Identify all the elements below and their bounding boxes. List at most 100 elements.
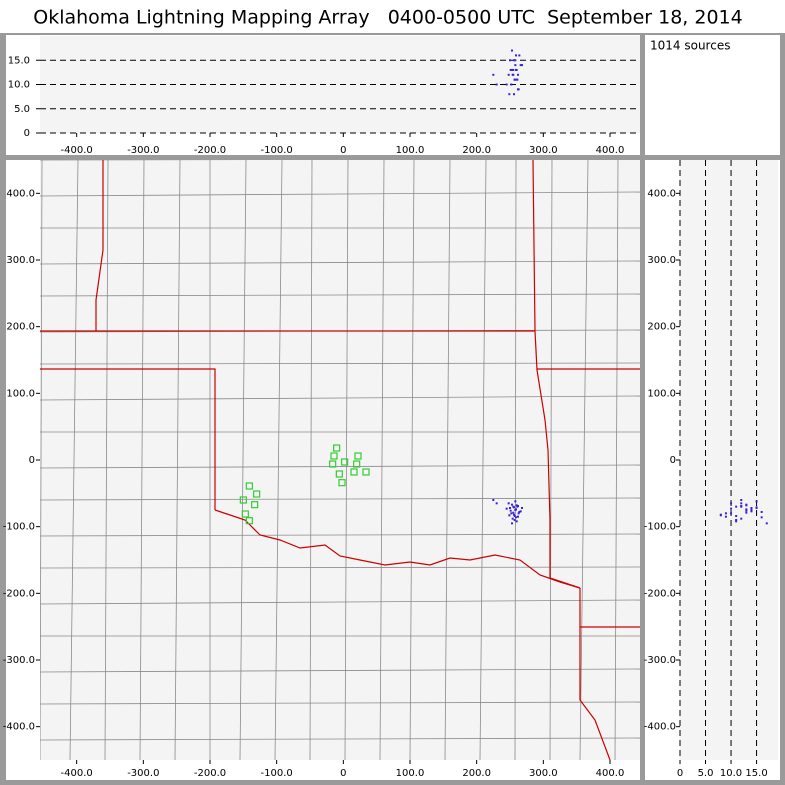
- station-marker: [253, 490, 261, 498]
- x-tick-label: -400.0: [61, 768, 93, 779]
- lightning-source: [513, 59, 515, 62]
- lightning-source: [519, 510, 522, 513]
- x-tick-label: 0: [340, 145, 346, 156]
- lightning-source: [513, 93, 515, 96]
- lightning-source: [509, 509, 512, 512]
- lightning-source: [745, 509, 748, 512]
- y-tick-label: 200.0: [6, 322, 35, 333]
- lightning-source: [724, 515, 727, 518]
- info-box: [645, 35, 780, 155]
- county-line: [40, 362, 640, 365]
- lightning-source: [740, 505, 743, 507]
- county-line: [40, 497, 640, 501]
- y-tick-label: 100.0: [647, 388, 676, 399]
- county-line: [40, 599, 640, 605]
- lightning-source: [719, 514, 722, 517]
- station-marker: [241, 510, 249, 518]
- county-line: [40, 701, 640, 705]
- county-line: [139, 160, 145, 760]
- x-tick-label: -100.0: [261, 768, 293, 779]
- lightning-source: [514, 64, 517, 67]
- x-tick-label: 200.0: [462, 145, 491, 156]
- lightning-source: [514, 59, 517, 62]
- lightning-source: [735, 515, 738, 517]
- lightning-source: [515, 516, 517, 519]
- lightning-source: [514, 500, 517, 503]
- lightning-source: [518, 54, 521, 57]
- x-tick-label: -200.0: [194, 768, 226, 779]
- station-marker: [245, 482, 253, 490]
- county-line: [40, 737, 640, 741]
- lightning-source: [517, 73, 519, 76]
- county-line: [40, 395, 640, 401]
- county-line: [104, 160, 109, 760]
- station-marker: [350, 468, 358, 476]
- lightning-source: [513, 513, 515, 516]
- x-tick-label: -300.0: [127, 768, 159, 779]
- county-line: [174, 160, 181, 760]
- lightning-source: [724, 512, 727, 515]
- station-marker: [354, 452, 362, 460]
- lightning-source: [511, 73, 514, 76]
- lightning-source: [745, 511, 748, 514]
- lightning-source: [505, 507, 508, 510]
- plot-area: [40, 160, 640, 760]
- county-line: [444, 160, 451, 760]
- lightning-source: [507, 502, 510, 505]
- county-line: [549, 160, 553, 760]
- lightning-source: [515, 508, 517, 511]
- lightning-source: [511, 517, 514, 520]
- lightning-source: [735, 505, 738, 508]
- station-marker: [353, 460, 361, 468]
- lightning-source: [745, 508, 748, 511]
- y-tick-label: -200.0: [644, 588, 676, 599]
- y-tick-label: 400.0: [647, 188, 676, 199]
- lightning-source: [521, 507, 523, 509]
- county-line: [514, 160, 517, 760]
- y-tick-label: -300.0: [3, 655, 35, 666]
- station-marker: [338, 479, 346, 487]
- lightning-source: [515, 54, 517, 57]
- lightning-source: [492, 73, 495, 76]
- county-line: [69, 160, 79, 760]
- lightning-source: [512, 68, 515, 71]
- lightning-source: [760, 516, 763, 519]
- lightning-source: [740, 517, 743, 520]
- x-tick-label: -100.0: [261, 145, 293, 156]
- x-tick-label: 10.0: [720, 768, 742, 779]
- y-tick-label: 400.0: [6, 188, 35, 199]
- station-marker: [239, 496, 247, 504]
- y-tick-label: 15.0: [8, 55, 30, 66]
- lightning-source: [511, 503, 513, 506]
- x-tick-label: 400.0: [596, 768, 625, 779]
- lightning-source: [513, 519, 516, 521]
- station-marker: [330, 452, 338, 460]
- map: [40, 160, 640, 760]
- y-tick-label: 200.0: [647, 322, 676, 333]
- lightning-source: [735, 519, 738, 521]
- county-line: [274, 160, 283, 760]
- county-line: [40, 464, 640, 469]
- x-tick-label: 100.0: [396, 145, 425, 156]
- x-tick-label: 0: [340, 768, 346, 779]
- county-line: [239, 160, 247, 760]
- lightning-source: [518, 511, 521, 513]
- x-tick-label: -400.0: [61, 145, 93, 156]
- county-line: [379, 160, 385, 760]
- lightning-source: [515, 78, 518, 81]
- lightning-source: [521, 64, 523, 67]
- lightning-source: [513, 78, 516, 81]
- station-marker: [362, 468, 370, 476]
- y-tick-label: 300.0: [6, 255, 35, 266]
- y-tick-label: -100.0: [3, 522, 35, 533]
- x-tick-label: 200.0: [462, 768, 491, 779]
- lightning-source: [519, 64, 522, 67]
- county-line: [344, 160, 349, 760]
- lightning-source: [509, 59, 511, 62]
- y-tick-label: -300.0: [644, 655, 676, 666]
- x-tick-label: 15.0: [745, 768, 767, 779]
- station-marker: [335, 470, 343, 478]
- x-tick-label: 300.0: [529, 768, 558, 779]
- lightning-source: [517, 88, 520, 91]
